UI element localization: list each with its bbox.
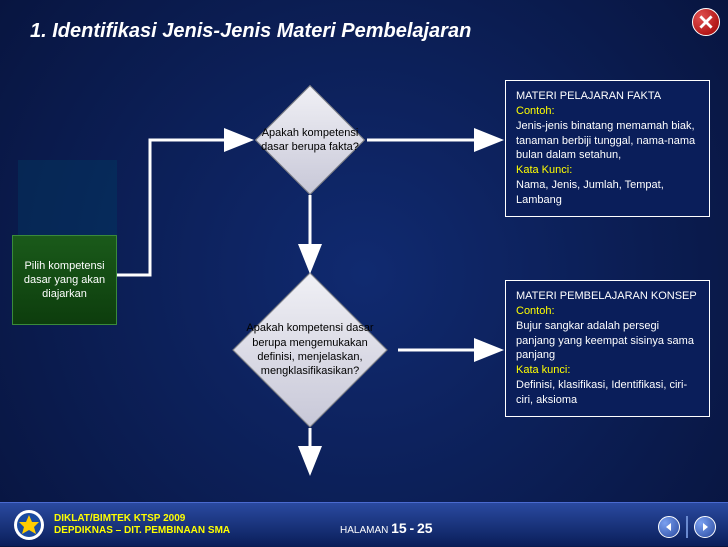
close-icon — [699, 15, 713, 29]
page-current: 15 — [391, 520, 407, 536]
node-result-1-label1: Contoh: — [516, 104, 699, 119]
node-result-1-label2: Kata Kunci: — [516, 163, 699, 178]
node-start-text: Pilih kompetensi dasar yang akan diajark… — [19, 259, 110, 302]
node-result-2-body1: Bujur sangkar adalah persegi panjang yan… — [516, 319, 699, 364]
nav-controls — [658, 516, 716, 538]
node-result-1-body1: Jenis-jenis binatang memamah biak, tanam… — [516, 119, 699, 164]
chevron-right-icon — [700, 522, 710, 532]
footer-line1: DIKLAT/BIMTEK KTSP 2009 — [54, 513, 230, 525]
page-title: 1. Identifikasi Jenis-Jenis Materi Pembe… — [30, 20, 471, 43]
close-button[interactable] — [692, 8, 720, 36]
node-decision-1-text: Apakah kompetensi dasar berupa fakta? — [255, 122, 365, 159]
node-decision-1: Apakah kompetensi dasar berupa fakta? — [255, 85, 365, 195]
page-indicator: HALAMAN 15 - 25 — [340, 520, 433, 536]
logo-icon — [12, 508, 46, 542]
node-decision-2-text: Apakah kompetensi dasar berupa mengemuka… — [230, 317, 390, 382]
next-button[interactable] — [694, 516, 716, 538]
node-result-2-label1: Contoh: — [516, 304, 699, 319]
node-result-2-body2: Definisi, klasifikasi, Identifikasi, cir… — [516, 378, 699, 408]
page-label: HALAMAN — [340, 525, 388, 536]
node-result-1-header: MATERI PELAJARAN FAKTA — [516, 89, 699, 104]
footer-line2: DEPDIKNAS – DIT. PEMBINAAN SMA — [54, 525, 230, 537]
prev-button[interactable] — [658, 516, 680, 538]
node-result-1-body2: Nama, Jenis, Jumlah, Tempat, Lambang — [516, 178, 699, 208]
page-total: 25 — [417, 520, 433, 536]
node-result-2-label2: Kata kunci: — [516, 363, 699, 378]
node-decision-2: Apakah kompetensi dasar berupa mengemuka… — [225, 275, 395, 425]
page-sep: - — [410, 520, 415, 536]
node-result-2: MATERI PEMBELAJARAN KONSEP Contoh: Bujur… — [505, 280, 710, 417]
footer-text: DIKLAT/BIMTEK KTSP 2009 DEPDIKNAS – DIT.… — [54, 513, 230, 537]
node-result-2-header: MATERI PEMBELAJARAN KONSEP — [516, 289, 699, 304]
node-start: Pilih kompetensi dasar yang akan diajark… — [12, 235, 117, 325]
nav-separator — [686, 516, 688, 538]
node-result-1: MATERI PELAJARAN FAKTA Contoh: Jenis-jen… — [505, 80, 710, 217]
chevron-left-icon — [664, 522, 674, 532]
